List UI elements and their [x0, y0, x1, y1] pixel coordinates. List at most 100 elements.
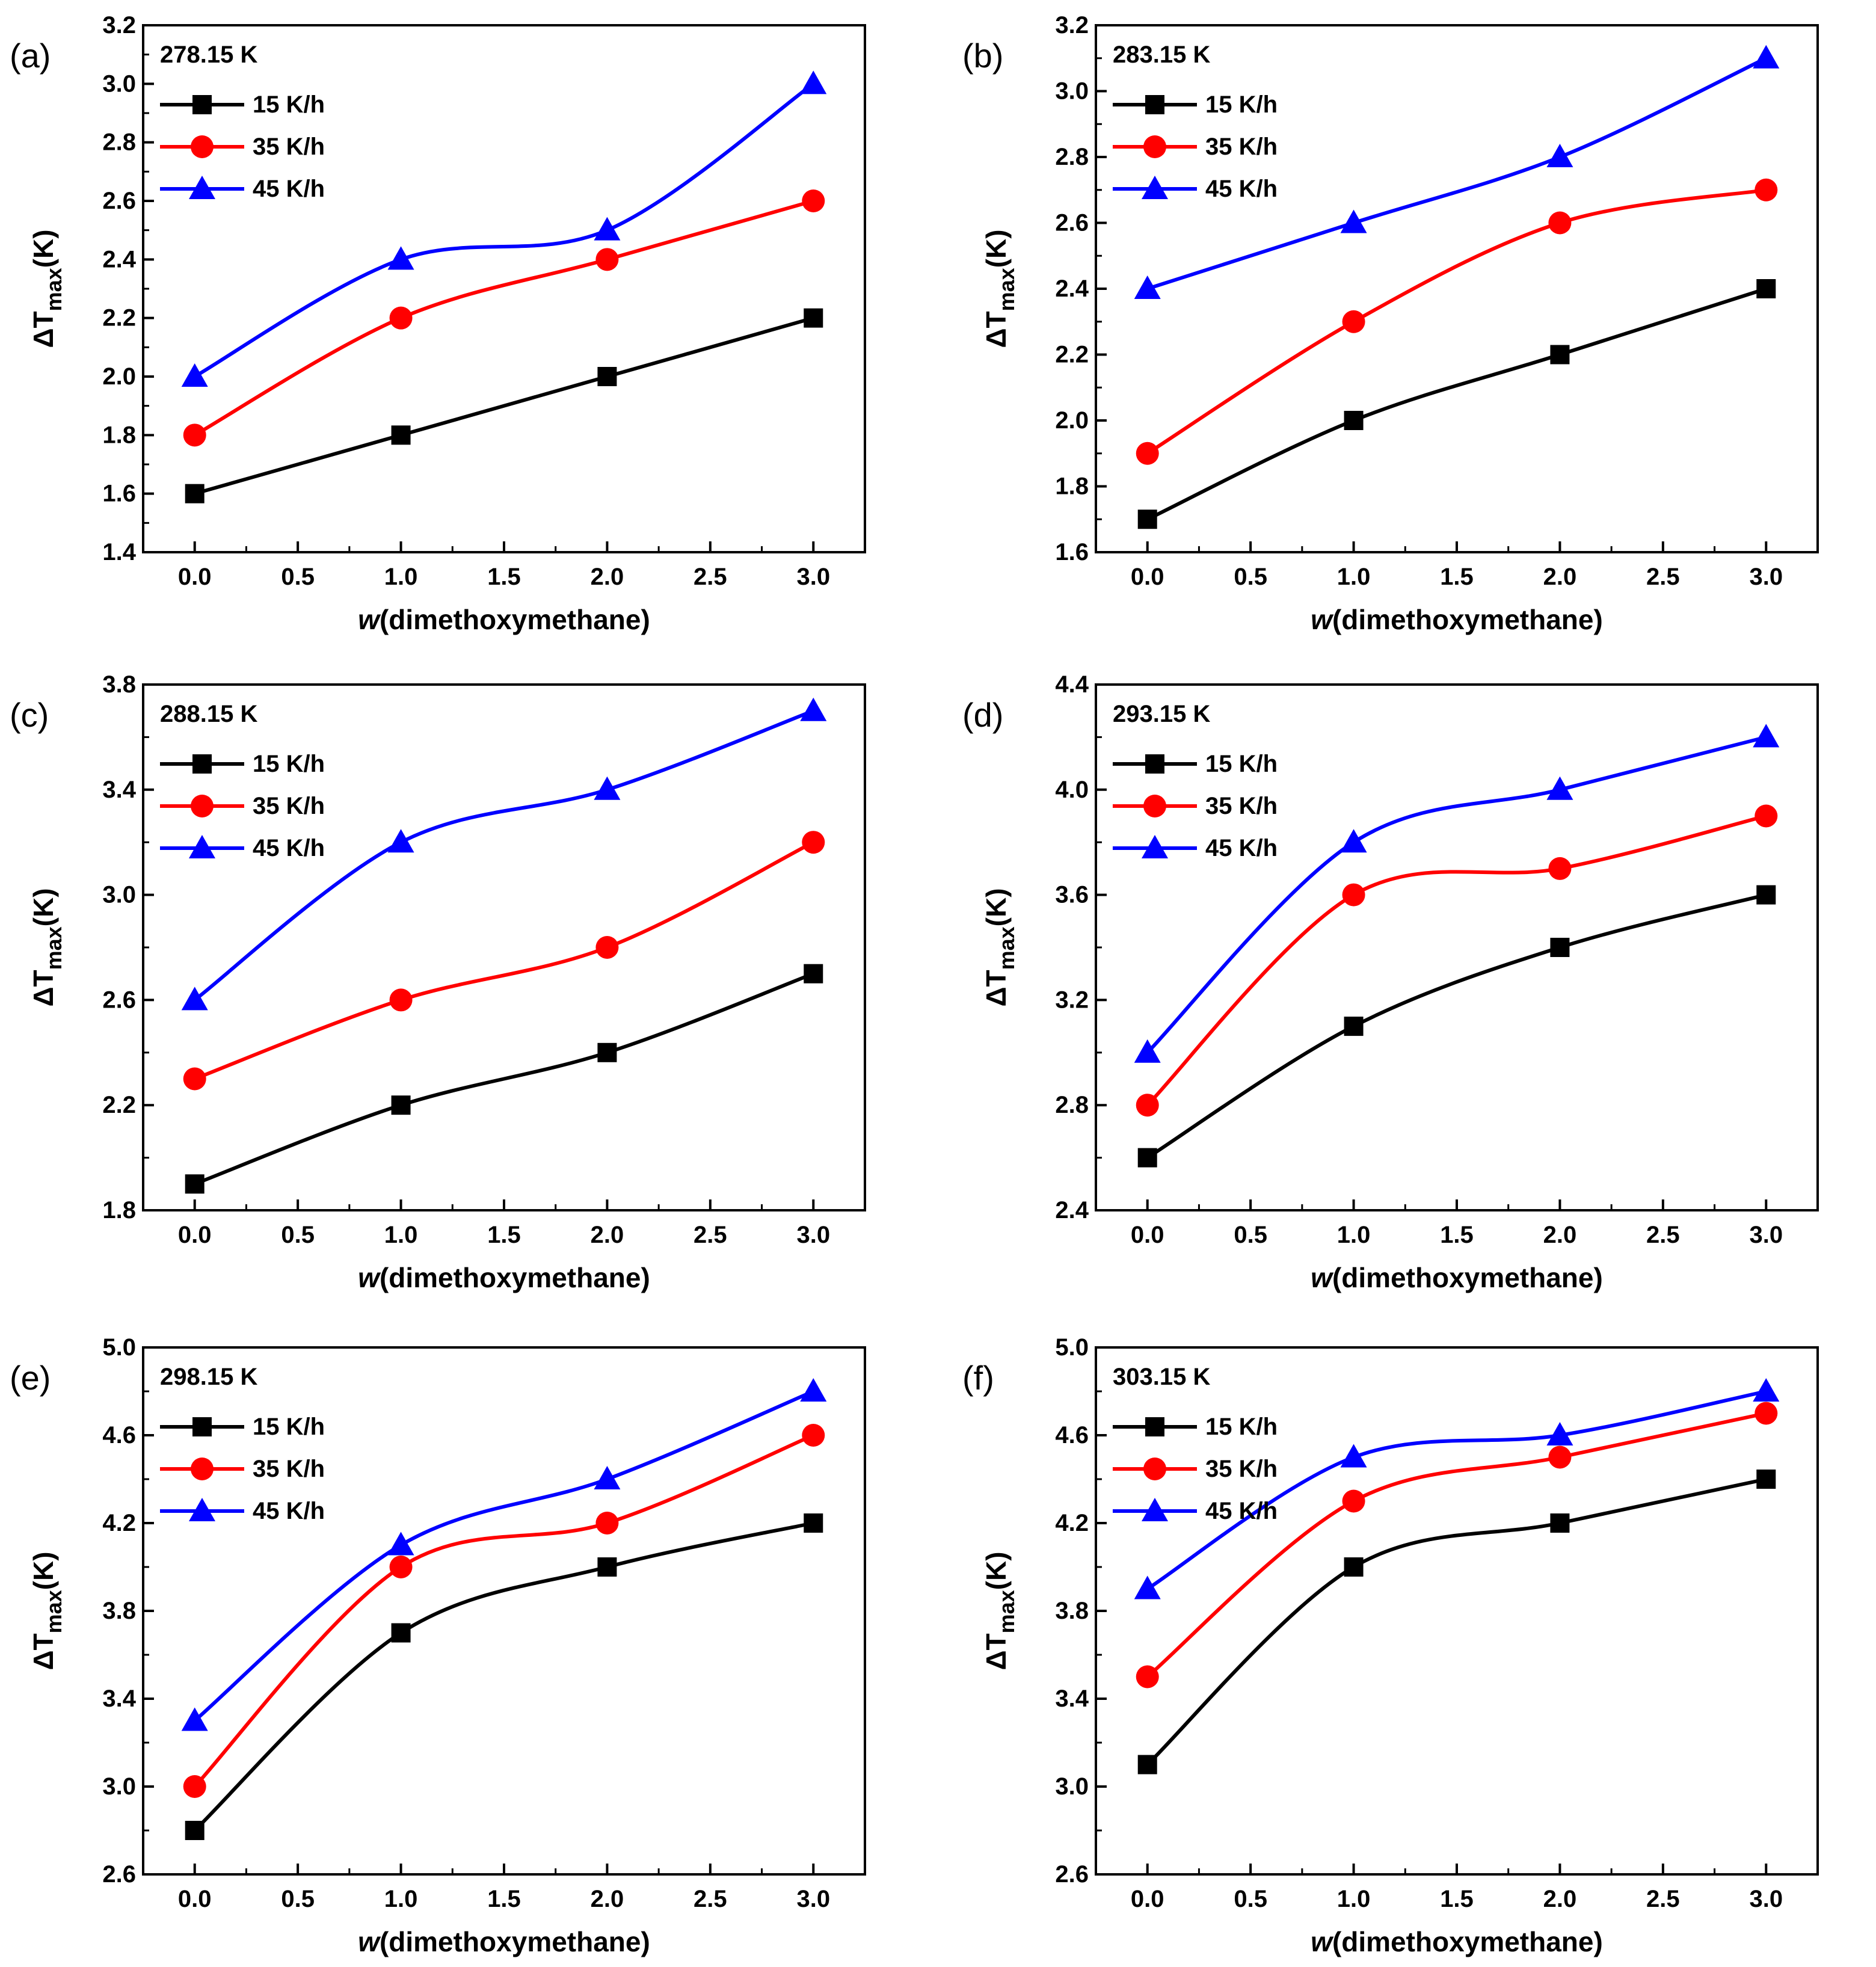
x-axis-title: w(dimethoxymethane) [1311, 1926, 1603, 1957]
y-tick-label: 1.8 [102, 422, 136, 448]
y-tick-label: 2.8 [1055, 144, 1089, 170]
data-point [594, 776, 621, 800]
series-15-k-h: 15 K/h [160, 751, 823, 1194]
y-tick-label: 2.6 [102, 1861, 136, 1888]
temperature-label: 303.15 K [1113, 1364, 1210, 1390]
chart-panel-d: 0.0 0.5 1.0 1.5 2.0 2.5 3.0 2.4 2.8 3.2 3.6 4.0 4.4 w… [962, 671, 1819, 1293]
x-axis-title-rest: (dimethoxymethane) [380, 1262, 650, 1293]
data-point [594, 217, 621, 241]
x-axis-title-rest: (dimethoxymethane) [1332, 1926, 1603, 1957]
data-point [1756, 279, 1776, 298]
data-point [1753, 45, 1780, 69]
y-tick-label: 5.0 [1055, 1334, 1089, 1361]
series-45-k-h: 45 K/h [1113, 1378, 1780, 1599]
data-point [389, 306, 413, 330]
legend-marker [1143, 135, 1166, 158]
y-tick-label: 3.2 [1055, 12, 1089, 38]
legend-marker [1142, 1498, 1168, 1521]
series-line [1146, 57, 1767, 291]
data-point [181, 987, 208, 1011]
data-point [1137, 1755, 1157, 1775]
panel-label: (c) [10, 696, 49, 734]
series-35-k-h: 35 K/h [1113, 134, 1778, 465]
legend-marker [1145, 754, 1164, 774]
x-axis-title: w(dimethoxymethane) [1311, 1262, 1603, 1293]
panel-label: (d) [962, 696, 1003, 734]
data-point [387, 829, 414, 853]
legend-marker [1143, 1458, 1166, 1480]
data-point [1134, 1039, 1161, 1063]
x-axis-title-rest: (dimethoxymethane) [380, 604, 650, 635]
legend-marker [1145, 95, 1164, 114]
x-tick-label: 1.0 [384, 1222, 418, 1248]
legend-marker [189, 835, 215, 858]
data-point [391, 1095, 411, 1115]
x-tick-label: 1.5 [1440, 1886, 1474, 1912]
series-line [194, 971, 814, 1186]
data-point [185, 484, 205, 503]
x-tick-label: 3.0 [796, 564, 830, 590]
x-axis-title-italic: w [358, 1926, 381, 1957]
data-point [1136, 442, 1159, 465]
data-point [1753, 724, 1780, 748]
series-45-k-h: 45 K/h [1113, 45, 1780, 299]
x-tick-label: 2.0 [1543, 1886, 1577, 1912]
data-point [181, 1707, 208, 1731]
series-line [1146, 735, 1767, 1054]
temperature-label: 278.15 K [160, 42, 257, 68]
y-axis-title-main: ΔT [980, 970, 1012, 1006]
data-point [1755, 1402, 1778, 1425]
x-tick-label: 0.5 [1234, 1222, 1267, 1248]
plot-frame [1095, 683, 1819, 1211]
panel-label: (f) [962, 1359, 994, 1397]
x-tick-label: 2.0 [591, 1886, 624, 1912]
legend-label: 15 K/h [1205, 751, 1278, 777]
x-tick-label: 1.0 [1337, 564, 1371, 590]
series-line [1146, 188, 1767, 455]
legend-marker [192, 754, 212, 774]
y-tick-label: 4.6 [102, 1422, 136, 1448]
data-point [391, 425, 411, 445]
series-line [193, 1433, 814, 1788]
legend-marker [1142, 176, 1168, 199]
y-axis-title-main: ΔT [28, 1633, 59, 1670]
y-axis-title-main: ΔT [28, 311, 59, 348]
x-tick-label: 1.0 [384, 564, 418, 590]
data-point [802, 1424, 825, 1447]
y-axis-title-sub: max [994, 926, 1019, 970]
data-point [1344, 1017, 1364, 1036]
y-tick-label: 3.8 [102, 1598, 136, 1624]
x-tick-label: 1.5 [1440, 1222, 1474, 1248]
data-point [1550, 345, 1570, 365]
y-axis-title-sub: max [994, 268, 1019, 311]
series-45-k-h: 45 K/h [160, 1378, 827, 1731]
series-line [1146, 814, 1767, 1107]
data-point [804, 964, 823, 984]
data-point [1136, 1094, 1159, 1117]
data-point [802, 189, 825, 212]
data-point [597, 367, 617, 386]
y-axis-title-unit: (K) [28, 888, 59, 926]
plot-frame [142, 683, 866, 1211]
data-point [1548, 1445, 1572, 1469]
x-tick-label: 1.0 [384, 1886, 418, 1912]
x-tick-label: 2.5 [694, 564, 727, 590]
data-point [389, 988, 413, 1012]
data-point [1756, 1470, 1776, 1489]
x-tick-label: 2.5 [1646, 1222, 1680, 1248]
y-tick-label: 5.0 [102, 1334, 136, 1361]
y-tick-label: 2.6 [1055, 210, 1089, 236]
x-axis-title-italic: w [1311, 1926, 1334, 1957]
series-15-k-h: 15 K/h [1113, 1414, 1776, 1775]
series-35-k-h: 35 K/h [160, 793, 825, 1091]
legend-marker [1143, 795, 1166, 817]
y-tick-label: 2.2 [1055, 342, 1089, 368]
x-axis-title-rest: (dimethoxymethane) [380, 1926, 650, 1957]
x-tick-label: 0.0 [178, 564, 212, 590]
data-point [1548, 211, 1572, 235]
series-line [194, 199, 814, 437]
y-axis-title-sub: max [42, 926, 66, 970]
data-point [185, 1174, 205, 1194]
data-point [1134, 276, 1161, 299]
